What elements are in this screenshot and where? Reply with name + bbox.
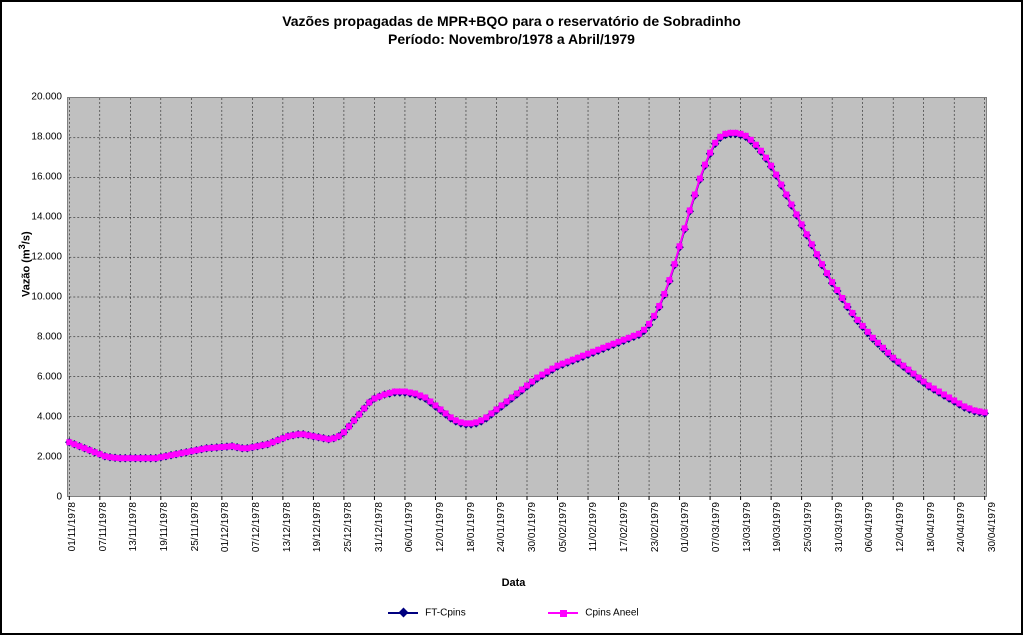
y-tick-label: 14.000 <box>17 212 62 223</box>
y-tick-label: 8.000 <box>17 332 62 343</box>
legend-label-ft-cpins: FT-Cpins <box>425 608 466 619</box>
x-tick-label: 12/01/1979 <box>435 502 446 552</box>
x-tick-label: 13/11/1978 <box>128 502 139 551</box>
x-tick-label: 23/02/1979 <box>650 502 661 552</box>
x-tick-label: 24/01/1979 <box>496 502 507 552</box>
x-tick-label: 13/03/1979 <box>742 502 753 552</box>
y-tick-label: 6.000 <box>17 372 62 383</box>
y-tick-label: 2.000 <box>17 452 62 463</box>
x-tick-label: 11/02/1979 <box>588 502 599 551</box>
y-tick-label: 18.000 <box>17 132 62 143</box>
x-tick-label: 19/11/1978 <box>159 502 170 551</box>
y-tick-label: 10.000 <box>17 292 62 303</box>
chart-title: Vazões propagadas de MPR+BQO para o rese… <box>2 2 1021 48</box>
x-tick-label: 30/01/1979 <box>527 502 538 552</box>
x-tick-label: 01/12/1978 <box>220 502 231 552</box>
legend-marker-diamond <box>388 607 418 619</box>
chart-frame: Vazões propagadas de MPR+BQO para o rese… <box>0 0 1023 635</box>
y-tick-label: 0 <box>17 492 62 503</box>
x-tick-label: 07/11/1978 <box>98 502 109 551</box>
x-tick-label: 25/11/1978 <box>190 502 201 551</box>
x-tick-label: 18/01/1979 <box>466 502 477 552</box>
legend-item-ft-cpins: FT-Cpins <box>388 607 465 619</box>
x-tick-label: 01/03/1979 <box>680 502 691 552</box>
legend-label-cpins-aneel: Cpins Aneel <box>585 608 638 619</box>
x-tick-label: 13/12/1978 <box>282 502 293 552</box>
x-tick-label: 12/04/1979 <box>895 502 906 552</box>
y-tick-label: 4.000 <box>17 412 62 423</box>
plot-area <box>67 97 987 497</box>
x-tick-label: 01/11/1978 <box>67 502 78 551</box>
data-svg <box>68 98 986 496</box>
legend-item-cpins-aneel: Cpins Aneel <box>548 607 638 619</box>
x-tick-label: 06/04/1979 <box>864 502 875 552</box>
x-tick-label: 17/02/1979 <box>619 502 630 552</box>
y-tick-label: 20.000 <box>17 92 62 103</box>
title-line-2: Período: Novembro/1978 a Abril/1979 <box>2 30 1021 48</box>
y-tick-label: 12.000 <box>17 252 62 263</box>
legend-marker-square <box>548 607 578 619</box>
x-tick-label: 31/03/1979 <box>834 502 845 552</box>
x-tick-label: 19/12/1978 <box>312 502 323 552</box>
x-tick-label: 25/03/1979 <box>803 502 814 552</box>
chart-container: 02.0004.0006.0008.00010.00012.00014.0001… <box>67 97 987 497</box>
x-tick-label: 05/02/1979 <box>558 502 569 552</box>
y-axis-labels: 02.0004.0006.0008.00010.00012.00014.0001… <box>17 97 62 497</box>
x-tick-label: 24/04/1979 <box>956 502 967 552</box>
x-tick-label: 19/03/1979 <box>772 502 783 552</box>
x-tick-label: 25/12/1978 <box>343 502 354 552</box>
legend: FT-Cpins Cpins Aneel <box>2 607 1023 619</box>
x-axis-labels: 01/11/1978 07/11/1978 13/11/1978 19/11/1978… <box>67 502 987 582</box>
title-line-1: Vazões propagadas de MPR+BQO para o rese… <box>2 12 1021 30</box>
x-tick-label: 31/12/1978 <box>374 502 385 552</box>
x-tick-label: 30/04/1979 <box>987 502 998 552</box>
x-axis-title: Data <box>2 577 1023 589</box>
x-tick-label: 07/12/1978 <box>251 502 262 552</box>
x-tick-label: 18/04/1979 <box>926 502 937 552</box>
x-tick-label: 07/03/1979 <box>711 502 722 552</box>
x-tick-label: 06/01/1979 <box>404 502 415 552</box>
y-tick-label: 16.000 <box>17 172 62 183</box>
